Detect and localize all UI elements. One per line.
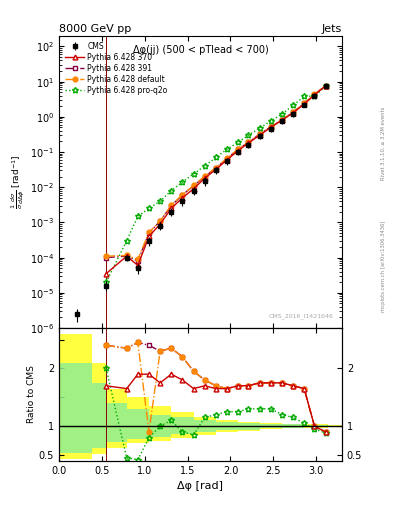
Pythia 6.428 391 — [158, 218, 162, 224]
Text: Δφ(jj) (500 < pTlead < 700): Δφ(jj) (500 < pTlead < 700) — [132, 45, 268, 55]
Pythia 6.428 370 — [268, 124, 273, 131]
Line: Pythia 6.428 pro-q2o: Pythia 6.428 pro-q2o — [103, 83, 329, 285]
Pythia 6.428 default — [291, 109, 296, 115]
Pythia 6.428 pro-q2o — [302, 93, 307, 99]
Line: Pythia 6.428 370: Pythia 6.428 370 — [104, 83, 328, 276]
Pythia 6.428 391 — [225, 156, 230, 162]
Pythia 6.428 default — [312, 92, 317, 98]
Pythia 6.428 370 — [169, 205, 174, 211]
Pythia 6.428 pro-q2o — [124, 238, 129, 244]
Pythia 6.428 default — [279, 117, 284, 123]
Text: Rivet 3.1.10, ≥ 3.2M events: Rivet 3.1.10, ≥ 3.2M events — [381, 106, 386, 180]
X-axis label: Δφ [rad]: Δφ [rad] — [177, 481, 224, 491]
Pythia 6.428 pro-q2o — [180, 179, 185, 185]
Pythia 6.428 default — [191, 182, 196, 188]
Line: Pythia 6.428 default: Pythia 6.428 default — [104, 83, 328, 262]
Pythia 6.428 370 — [236, 147, 241, 154]
Pythia 6.428 391 — [279, 117, 284, 123]
Pythia 6.428 pro-q2o — [213, 155, 218, 161]
Pythia 6.428 pro-q2o — [323, 83, 328, 90]
Text: mcplots.cern.ch [arXiv:1306.3436]: mcplots.cern.ch [arXiv:1306.3436] — [381, 221, 386, 312]
Pythia 6.428 391 — [180, 192, 185, 198]
Pythia 6.428 pro-q2o — [312, 93, 317, 99]
Pythia 6.428 default — [302, 100, 307, 106]
Pythia 6.428 pro-q2o — [225, 146, 230, 152]
Pythia 6.428 default — [323, 82, 328, 89]
Pythia 6.428 pro-q2o — [147, 205, 151, 211]
Pythia 6.428 391 — [302, 100, 307, 106]
Pythia 6.428 pro-q2o — [246, 132, 251, 138]
Pythia 6.428 pro-q2o — [279, 111, 284, 117]
Pythia 6.428 370 — [104, 270, 108, 276]
Pythia 6.428 391 — [291, 109, 296, 115]
Y-axis label: Ratio to CMS: Ratio to CMS — [27, 366, 36, 423]
Pythia 6.428 370 — [312, 92, 317, 98]
Pythia 6.428 370 — [323, 83, 328, 89]
Pythia 6.428 391 — [257, 131, 262, 137]
Pythia 6.428 370 — [147, 233, 151, 240]
Text: 8000 GeV pp: 8000 GeV pp — [59, 24, 131, 34]
Pythia 6.428 391 — [104, 254, 108, 261]
Pythia 6.428 pro-q2o — [202, 163, 207, 169]
Pythia 6.428 391 — [202, 174, 207, 180]
Pythia 6.428 default — [257, 131, 262, 137]
Pythia 6.428 default — [169, 202, 174, 208]
Pythia 6.428 pro-q2o — [191, 171, 196, 177]
Pythia 6.428 391 — [268, 124, 273, 130]
Pythia 6.428 default — [158, 218, 162, 224]
Pythia 6.428 default — [268, 124, 273, 130]
Pythia 6.428 default — [246, 139, 251, 145]
Pythia 6.428 370 — [136, 262, 140, 268]
Text: Jets: Jets — [321, 24, 342, 34]
Pythia 6.428 pro-q2o — [236, 139, 241, 145]
Y-axis label: $\frac{1}{\sigma}\frac{d\sigma}{d\Delta\phi}$ [rad$^{-1}$]: $\frac{1}{\sigma}\frac{d\sigma}{d\Delta\… — [10, 155, 27, 209]
Pythia 6.428 default — [136, 256, 140, 262]
Legend: CMS, Pythia 6.428 370, Pythia 6.428 391, Pythia 6.428 default, Pythia 6.428 pro-: CMS, Pythia 6.428 370, Pythia 6.428 391,… — [63, 39, 170, 97]
Pythia 6.428 391 — [191, 183, 196, 189]
Pythia 6.428 pro-q2o — [104, 279, 108, 285]
Pythia 6.428 370 — [302, 101, 307, 107]
Line: Pythia 6.428 391: Pythia 6.428 391 — [104, 83, 328, 264]
Pythia 6.428 391 — [136, 258, 140, 264]
Pythia 6.428 370 — [225, 157, 230, 163]
Text: CMS_2016_I1421646: CMS_2016_I1421646 — [268, 313, 333, 319]
Pythia 6.428 370 — [246, 140, 251, 146]
Pythia 6.428 370 — [191, 186, 196, 192]
Pythia 6.428 370 — [257, 132, 262, 138]
Pythia 6.428 default — [147, 229, 151, 236]
Pythia 6.428 370 — [180, 195, 185, 201]
Pythia 6.428 pro-q2o — [291, 102, 296, 109]
Pythia 6.428 391 — [236, 146, 241, 152]
Pythia 6.428 370 — [202, 175, 207, 181]
Pythia 6.428 pro-q2o — [268, 118, 273, 124]
Pythia 6.428 default — [202, 173, 207, 179]
Pythia 6.428 pro-q2o — [257, 125, 262, 131]
Pythia 6.428 default — [104, 253, 108, 259]
Pythia 6.428 370 — [158, 221, 162, 227]
Pythia 6.428 391 — [323, 82, 328, 89]
Pythia 6.428 default — [124, 252, 129, 259]
Pythia 6.428 default — [236, 146, 241, 152]
Pythia 6.428 391 — [124, 253, 129, 259]
Pythia 6.428 pro-q2o — [136, 213, 140, 219]
Pythia 6.428 391 — [169, 203, 174, 209]
Pythia 6.428 370 — [124, 253, 129, 259]
Pythia 6.428 370 — [213, 166, 218, 173]
Pythia 6.428 pro-q2o — [169, 187, 174, 194]
Pythia 6.428 pro-q2o — [158, 198, 162, 204]
Pythia 6.428 391 — [246, 139, 251, 145]
Pythia 6.428 default — [180, 191, 185, 198]
Pythia 6.428 default — [213, 164, 218, 170]
Pythia 6.428 391 — [147, 230, 151, 236]
Pythia 6.428 391 — [312, 92, 317, 98]
Pythia 6.428 370 — [279, 117, 284, 123]
Pythia 6.428 370 — [291, 110, 296, 116]
Pythia 6.428 default — [225, 155, 230, 161]
Pythia 6.428 391 — [213, 165, 218, 171]
